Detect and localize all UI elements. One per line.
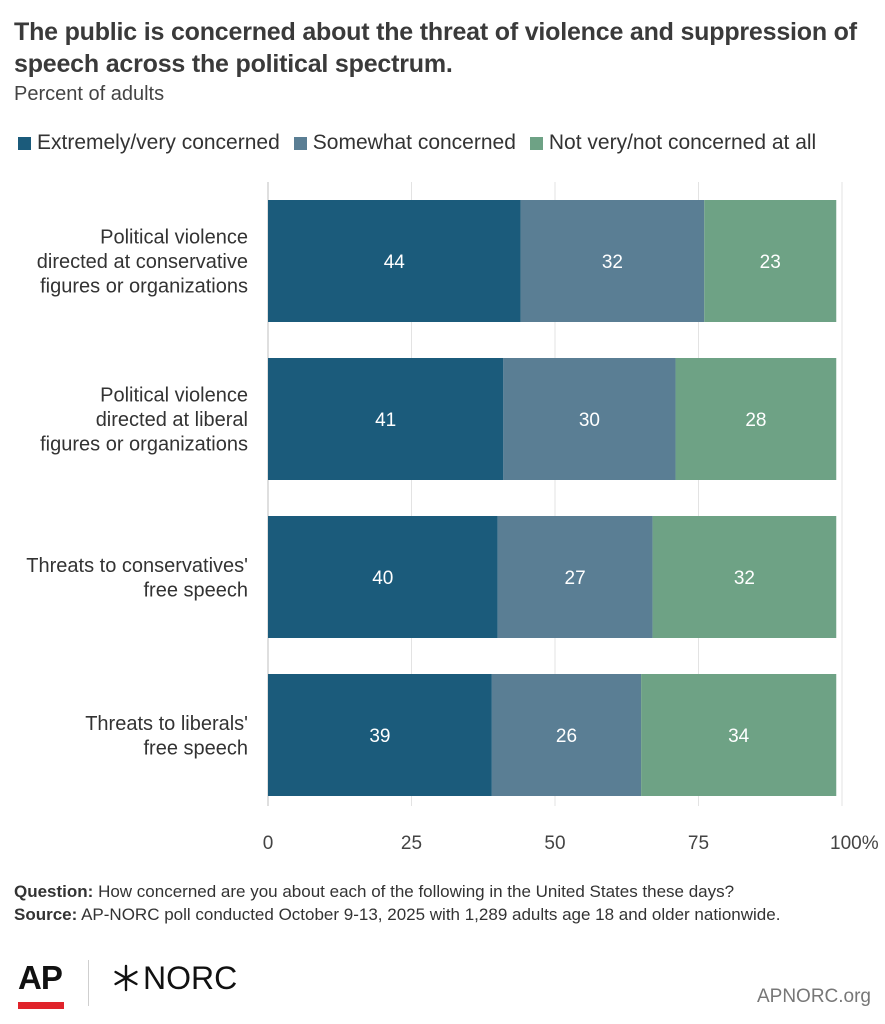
legend-swatch-extremely [18, 136, 31, 150]
data-label-4-1: 39 [369, 726, 390, 747]
footnote: Question: How concerned are you about ea… [14, 880, 874, 926]
data-label-3-1: 40 [372, 568, 393, 589]
legend-swatch-not-concerned [529, 136, 543, 150]
x-tick-label-75: 75 [688, 833, 709, 854]
norc-logo: NORC [111, 960, 237, 996]
source-text: AP-NORC poll conducted October 9-13, 202… [81, 905, 781, 924]
category-label-1-line-3: figures or organizations [40, 276, 248, 298]
logo-divider [88, 960, 89, 1006]
data-label-1-2: 32 [602, 252, 623, 273]
source-label: Source: [14, 905, 78, 924]
ap-logo-text: AP [18, 959, 63, 996]
chart-subtitle: Percent of adults [14, 83, 165, 105]
category-label-3-line-1: Threats to conservatives' [26, 555, 248, 577]
bar-4-series-3 [641, 674, 837, 796]
category-label-1-line-2: directed at conservative [37, 251, 248, 273]
bar-2-series-2 [503, 358, 676, 480]
chart-title: The public is concerned about the threat… [14, 18, 857, 78]
site-url: APNORC.org [756, 986, 871, 1007]
data-label-2-3: 28 [745, 410, 766, 431]
x-tick-label-100: 100% [830, 833, 879, 854]
bar-3-series-3 [652, 516, 837, 638]
bar-2-series-1 [268, 358, 504, 480]
bar-2-series-3 [675, 358, 837, 480]
category-label-3-line-2: free speech [143, 579, 248, 601]
data-label-2-2: 30 [579, 410, 600, 431]
question-text: How concerned are you about each of the … [98, 882, 735, 901]
category-label-4-line-2: free speech [143, 737, 248, 759]
category-label-4-line-1: Threats to liberals' [85, 713, 248, 735]
x-tick-label-0: 0 [263, 833, 274, 854]
bar-1-series-3 [704, 200, 837, 322]
x-tick-label-25: 25 [401, 833, 422, 854]
question-line: Question: How concerned are you about ea… [14, 880, 874, 903]
legend-item-somewhat: Somewhat concerned [293, 131, 516, 155]
data-label-3-2: 27 [565, 568, 586, 589]
data-label-1-1: 44 [384, 252, 406, 273]
bar-4-series-2 [491, 674, 642, 796]
ap-logo: AP [18, 960, 66, 1012]
legend-item-not-concerned: Not very/not concerned at all [529, 131, 817, 155]
ap-logo-bar [18, 1002, 64, 1009]
data-label-4-3: 34 [728, 726, 750, 747]
data-label-3-3: 32 [734, 568, 755, 589]
data-label-2-1: 41 [375, 410, 396, 431]
norc-star-icon [114, 964, 138, 992]
logos: AP NORC [18, 960, 237, 1012]
bar-1-series-1 [268, 200, 521, 322]
question-label: Question: [14, 882, 94, 901]
category-label-2-line-2: directed at liberal [96, 409, 248, 431]
data-label-1-3: 23 [760, 252, 781, 273]
legend-label-not-concerned: Not very/not concerned at all [548, 131, 817, 154]
bar-3-series-2 [497, 516, 653, 638]
legend-item-extremely: Extremely/very concerned [18, 131, 280, 155]
bar-1-series-2 [520, 200, 705, 322]
legend-swatch-somewhat [293, 136, 307, 150]
source-line: Source: AP-NORC poll conducted October 9… [14, 903, 874, 926]
category-label-1-line-1: Political violence [100, 227, 248, 249]
norc-logo-text: NORC [143, 960, 238, 996]
category-label-2-line-3: figures or organizations [40, 434, 248, 456]
legend: Extremely/very concerned Somewhat concer… [18, 129, 816, 157]
bar-3-series-1 [268, 516, 498, 638]
legend-label-extremely: Extremely/very concerned [37, 131, 280, 154]
legend-label-somewhat: Somewhat concerned [312, 131, 516, 154]
data-label-4-2: 26 [556, 726, 577, 747]
bar-4-series-1 [268, 674, 492, 796]
x-tick-label-50: 50 [544, 833, 565, 854]
category-label-2-line-1: Political violence [100, 385, 248, 407]
